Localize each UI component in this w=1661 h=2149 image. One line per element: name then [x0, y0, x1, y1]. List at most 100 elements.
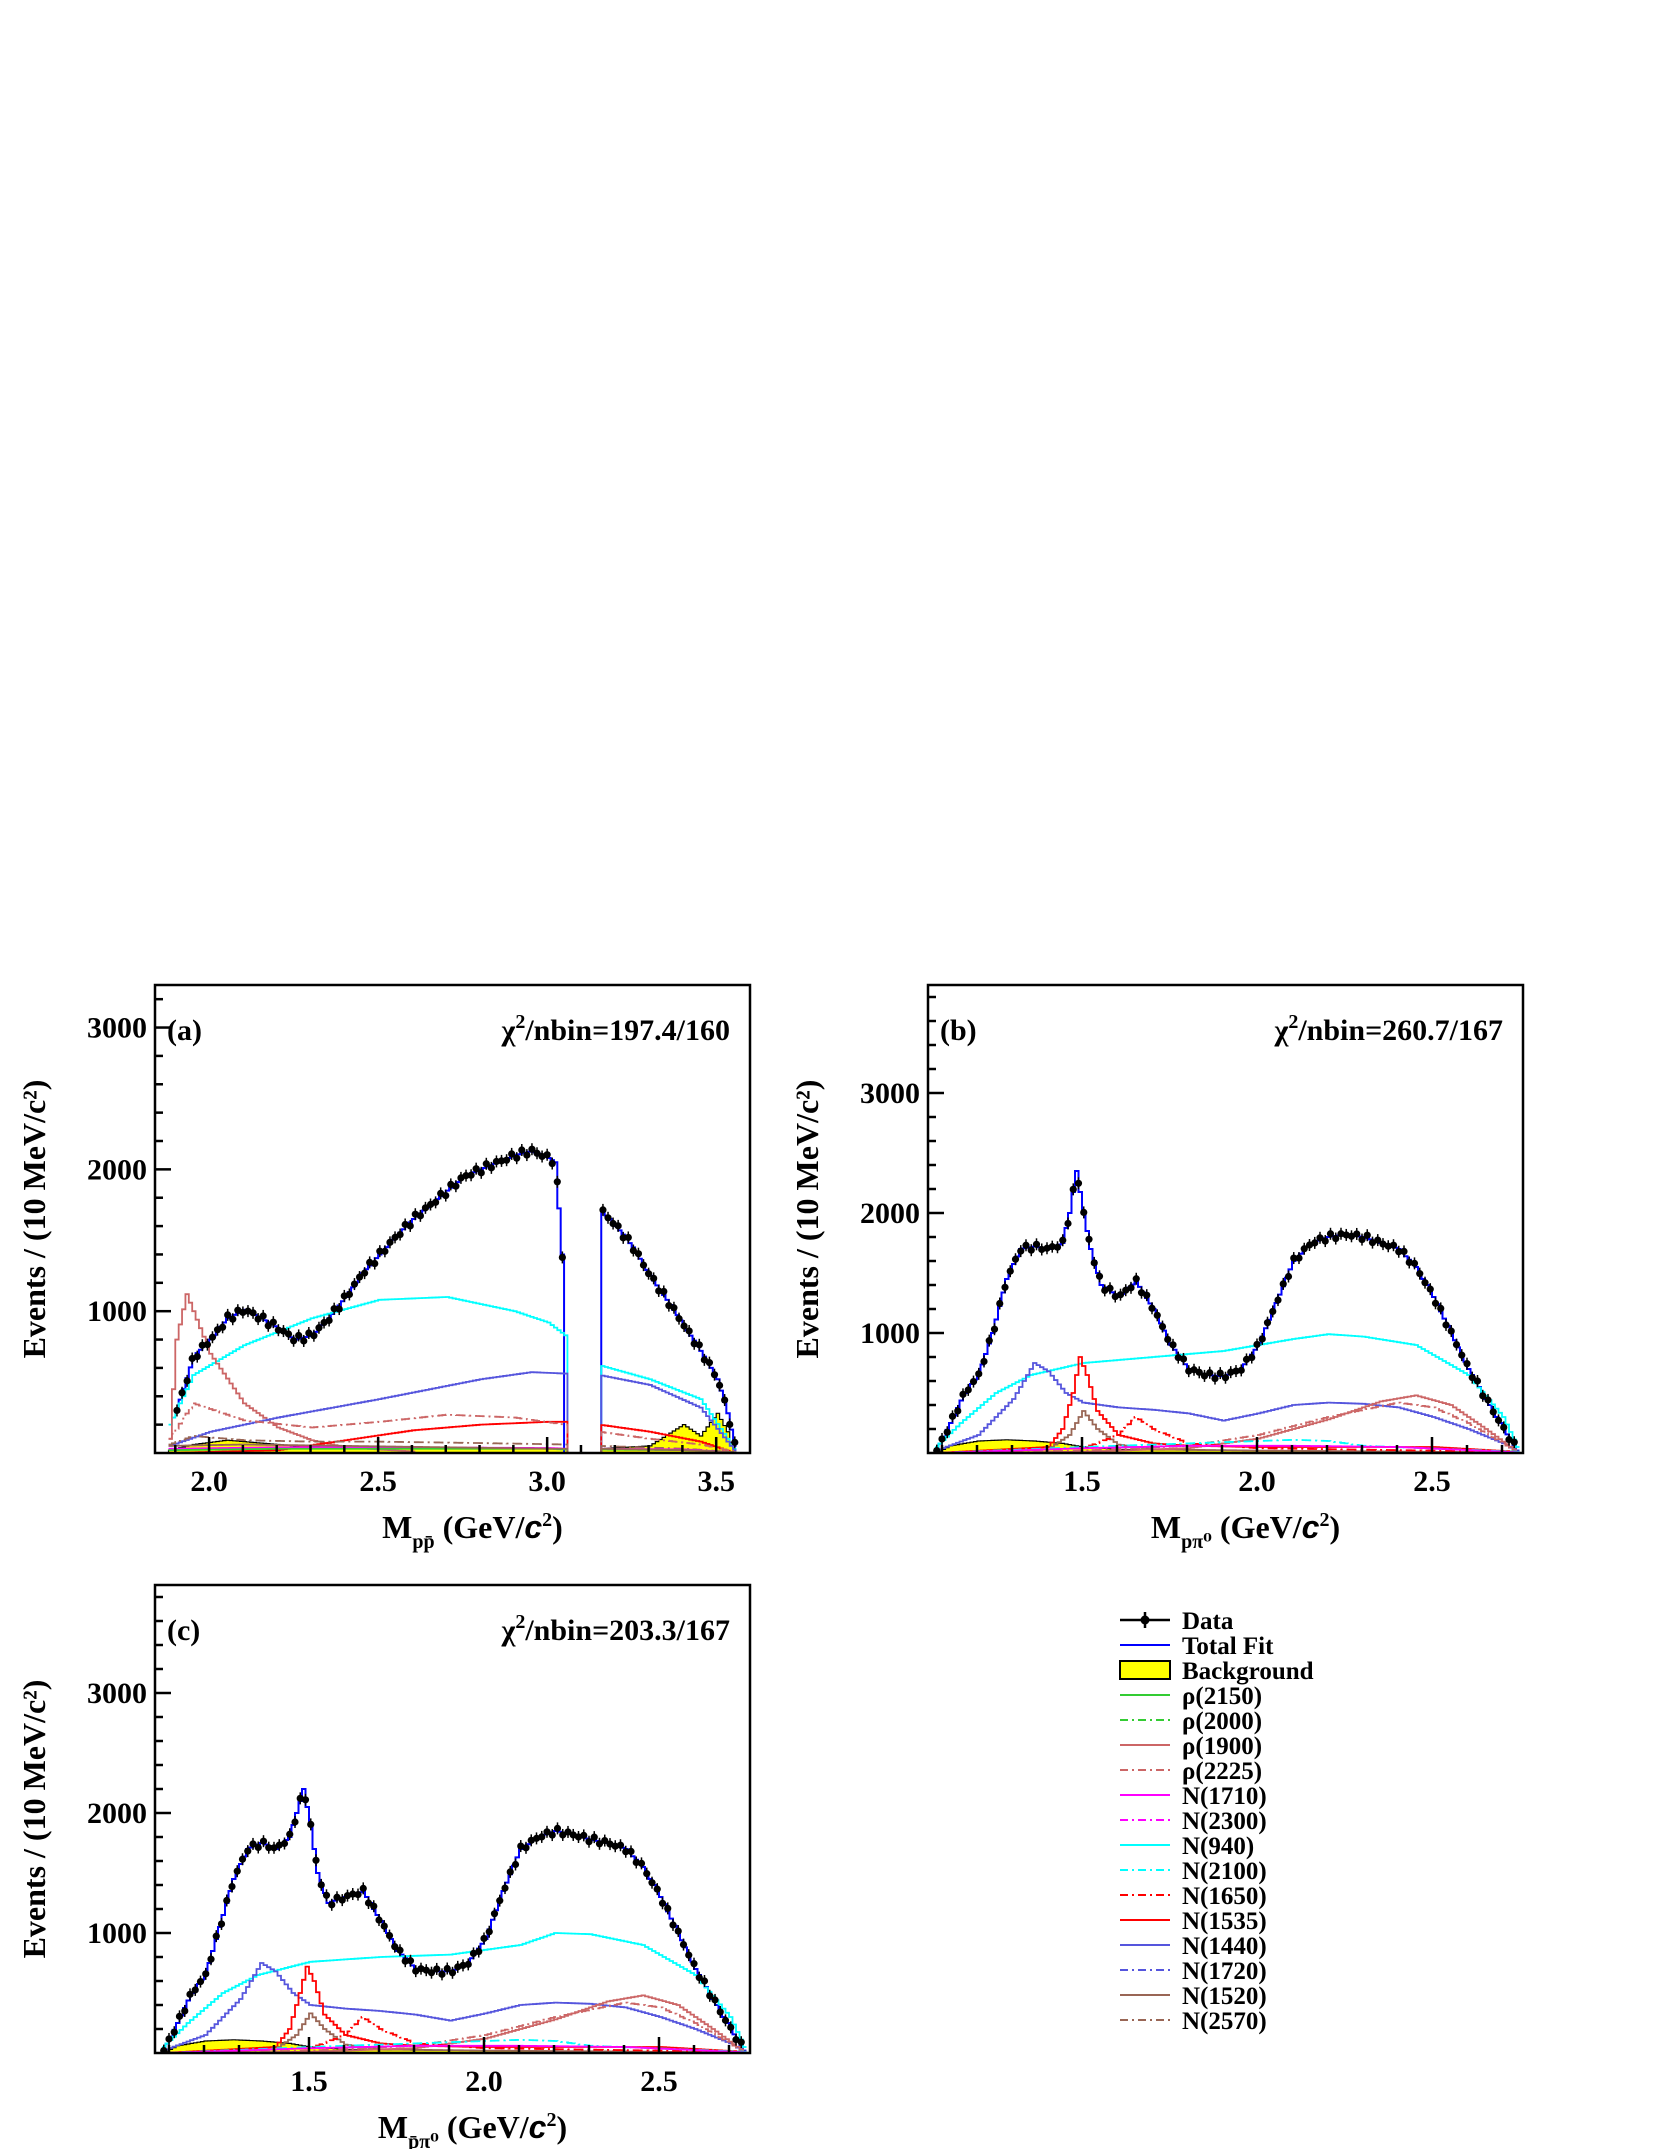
legend-label: ρ(2000): [1182, 1708, 1262, 1735]
chi2-value: /nbin=197.4/160: [524, 1014, 730, 1047]
data-point: [1169, 1341, 1177, 1349]
data-point: [639, 1261, 648, 1269]
data-point: [1479, 1392, 1487, 1400]
data-point: [506, 1868, 514, 1876]
legend-entry: ρ(2000): [1120, 1708, 1262, 1735]
data-point: [1074, 1179, 1083, 1187]
data-point: [648, 1879, 656, 1887]
data-point: [622, 1848, 630, 1856]
data-point: [371, 1259, 379, 1268]
data-point: [307, 1820, 315, 1828]
data-point: [238, 1855, 247, 1863]
x-tick-label: 2.0: [190, 1465, 228, 1498]
data-point: [731, 1438, 739, 1446]
y-tick-label: 1000: [87, 1917, 147, 1950]
legend-entry: Background: [1119, 1658, 1314, 1685]
data-point: [354, 1890, 362, 1899]
data-point: [543, 1828, 551, 1836]
data-point: [317, 1881, 325, 1889]
data-point: [1395, 1248, 1403, 1256]
data-point: [1090, 1259, 1098, 1267]
panel-label: (c): [167, 1614, 200, 1647]
data-point: [964, 1386, 972, 1394]
data-point: [1326, 1230, 1335, 1238]
panel-a: 2.0 2.5 3.0 3.5 1000 2000 3000 (a) χ2/nbin=197.4…: [16, 983, 752, 1553]
legend-label: N(2570): [1182, 2008, 1267, 2035]
data-point: [680, 1322, 688, 1330]
data-point: [291, 1818, 299, 1826]
data-point: [212, 1932, 220, 1940]
data-point: [496, 1897, 504, 1905]
y-axis-label: Events / (10 MeV/c²): [789, 1080, 825, 1359]
data-point: [328, 1901, 336, 1909]
x-tick-label: 1.5: [1063, 1465, 1101, 1498]
data-point: [1489, 1408, 1497, 1416]
data-point: [1253, 1340, 1261, 1349]
data-point: [1332, 1234, 1340, 1243]
data-point: [523, 1151, 531, 1159]
legend-label: Background: [1182, 1658, 1314, 1685]
data-point: [259, 1312, 267, 1320]
data-point: [361, 1269, 369, 1277]
data-point: [553, 1824, 562, 1832]
data-point: [338, 1896, 346, 1904]
y-tick-label: 3000: [87, 1012, 147, 1045]
data-point: [669, 1921, 677, 1929]
chi-exponent: 2: [515, 1611, 525, 1633]
data-point: [737, 2038, 745, 2046]
data-point: [310, 1332, 318, 1340]
data-point: [1442, 1321, 1450, 1329]
data-point: [1127, 1284, 1135, 1292]
y-axis-label: Events / (10 MeV/c²): [16, 1680, 52, 1959]
data-point: [259, 1837, 268, 1845]
data-point: [1410, 1259, 1419, 1267]
data-point: [985, 1337, 993, 1345]
data-point: [1311, 1239, 1319, 1247]
series-total-fit: [175, 1149, 737, 1453]
legend-entry: N(1710): [1120, 1783, 1267, 1810]
data-point: [380, 1922, 388, 1930]
series-n-940-: [168, 1296, 737, 1453]
data-point: [1053, 1243, 1062, 1251]
plot-frame: [926, 983, 1525, 1455]
legend-label: N(1440): [1182, 1933, 1267, 1960]
data-point: [508, 1150, 516, 1158]
data-point: [249, 1840, 257, 1848]
data-point: [695, 1341, 703, 1349]
data-point: [401, 1957, 409, 1965]
data-point: [511, 1860, 520, 1869]
data-point: [1389, 1241, 1398, 1249]
data-point: [480, 1934, 488, 1943]
data-point: [1374, 1236, 1382, 1244]
data-point: [1085, 1235, 1093, 1243]
data-point: [553, 1178, 561, 1186]
data-point: [1321, 1237, 1329, 1245]
data-point: [431, 1198, 440, 1206]
data-point: [315, 1324, 323, 1332]
data-point: [376, 1247, 384, 1255]
data-point: [670, 1304, 678, 1312]
data-point: [438, 1970, 446, 1978]
data-point: [604, 1214, 612, 1222]
data-point: [990, 1325, 999, 1333]
data-point: [1248, 1353, 1256, 1362]
series-n-1710-: [935, 1444, 1520, 1453]
data-point: [416, 1212, 424, 1220]
data-point: [464, 1960, 472, 1968]
data-point: [452, 1182, 460, 1190]
data-point: [518, 1146, 526, 1154]
legend-label: N(1535): [1182, 1908, 1267, 1935]
x-tick-label: 3.5: [697, 1465, 735, 1498]
data-point: [1274, 1296, 1282, 1304]
data-point: [1232, 1367, 1240, 1375]
data-point: [1452, 1340, 1461, 1349]
data-point: [502, 1156, 511, 1164]
data-point: [1258, 1335, 1266, 1343]
data-point: [695, 1974, 703, 1982]
data-point: [637, 1859, 646, 1867]
data-point: [721, 1396, 729, 1404]
data-point: [193, 1353, 201, 1361]
data-point: [178, 1389, 186, 1397]
data-point: [254, 1843, 262, 1852]
data-point: [1447, 1327, 1455, 1335]
